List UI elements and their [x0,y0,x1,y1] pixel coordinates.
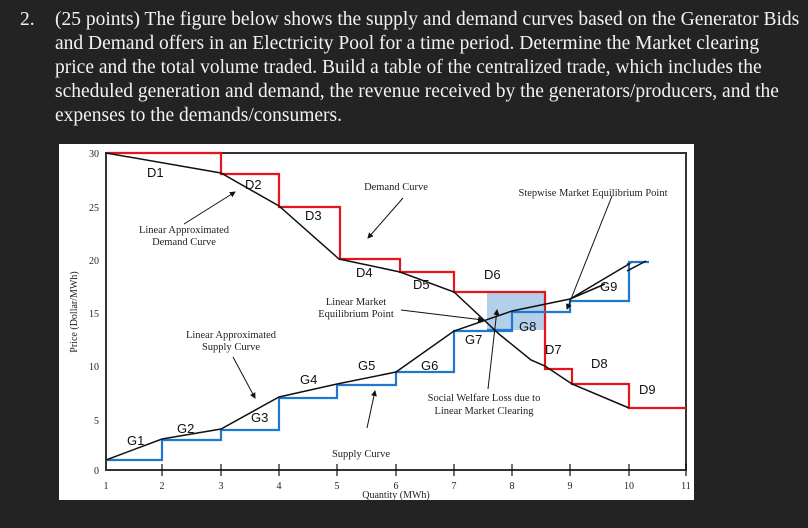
question-body: (25 points) The figure below shows the s… [55,9,800,126]
svg-text:11: 11 [681,481,691,492]
svg-text:7: 7 [452,481,457,492]
svg-text:G2: G2 [177,421,194,436]
svg-text:25: 25 [89,203,99,214]
svg-text:10: 10 [89,362,99,373]
x-axis-ticks: 1 2 3 4 5 6 7 8 9 10 11 [104,481,691,492]
arrow-linear-eq [400,309,484,323]
x-axis-label: Quantity (MWh) [362,490,430,500]
svg-text:G1: G1 [127,433,144,448]
svg-text:Demand Curve: Demand Curve [364,182,428,193]
svg-text:Linear Market: Linear Market [326,297,386,308]
svg-text:G4: G4 [300,372,317,387]
svg-text:D3: D3 [305,208,322,223]
arrow-welfare-loss [487,309,500,390]
chart-annotations: Linear Approximated Demand Curve Demand … [139,182,668,460]
question-number: 2. [20,9,35,30]
svg-text:Linear Market Clearing: Linear Market Clearing [434,406,534,417]
svg-text:G8: G8 [519,319,536,334]
svg-text:3: 3 [219,481,224,492]
svg-text:Demand Curve: Demand Curve [152,237,216,248]
svg-text:D6: D6 [484,267,501,282]
svg-text:4: 4 [277,481,282,492]
svg-text:Linear Approximated: Linear Approximated [186,330,277,341]
svg-text:D5: D5 [413,277,430,292]
svg-text:1: 1 [104,481,109,492]
svg-text:2: 2 [160,481,165,492]
svg-text:D9: D9 [639,382,656,397]
linear-supply-curve [105,263,632,461]
svg-text:Supply Curve: Supply Curve [202,342,260,353]
svg-text:8: 8 [510,481,515,492]
svg-text:D7: D7 [545,342,562,357]
svg-text:Supply Curve: Supply Curve [332,449,390,460]
svg-text:G7: G7 [465,332,482,347]
arrow-linear-supply [232,356,256,399]
svg-text:6: 6 [394,481,399,492]
svg-text:G5: G5 [358,358,375,373]
svg-text:G6: G6 [421,358,438,373]
linear-supply-end [626,260,647,272]
svg-text:10: 10 [624,481,634,492]
svg-text:0: 0 [94,466,99,477]
linear-demand-curve [105,152,630,409]
svg-text:G9: G9 [600,279,617,294]
supply-demand-figure: 30 25 20 15 10 5 0 Price (Dollar/MWh) 1 … [59,144,694,501]
svg-text:20: 20 [89,256,99,267]
svg-text:5: 5 [94,416,99,427]
svg-text:D4: D4 [356,265,373,280]
svg-text:30: 30 [89,149,99,160]
demand-step-curve [106,151,686,410]
svg-text:15: 15 [89,309,99,320]
arrow-linear-demand [183,191,236,225]
arrow-stepwise-eq [566,195,613,310]
svg-text:Stepwise Market Equilibrium Po: Stepwise Market Equilibrium Point [518,188,667,199]
supply-demand-chart: 30 25 20 15 10 5 0 Price (Dollar/MWh) 1 … [69,149,691,501]
svg-text:Social Welfare Loss due to: Social Welfare Loss due to [428,393,541,404]
y-axis-label: Price (Dollar/MWh) [69,271,80,352]
demand-labels: D1 D2 D3 D4 D5 D6 D7 D8 D9 [147,165,656,397]
question-text: 2. (25 points) The figure below shows th… [20,8,800,128]
linear-supply-tail [569,283,606,300]
x-axis-tick-marks [161,464,687,476]
svg-text:D8: D8 [591,356,608,371]
y-axis-ticks: 30 25 20 15 10 5 0 [89,149,99,477]
svg-text:G3: G3 [251,410,268,425]
svg-text:D1: D1 [147,165,164,180]
svg-text:Linear Approximated: Linear Approximated [139,225,230,236]
arrow-demand-curve [367,197,404,239]
svg-text:9: 9 [568,481,573,492]
svg-text:D2: D2 [245,177,262,192]
arrow-supply-curve [366,390,377,429]
generator-labels: G1 G2 G3 G4 G5 G6 G7 G8 G9 [127,279,617,448]
svg-text:5: 5 [335,481,340,492]
svg-text:Equilibrium Point: Equilibrium Point [318,309,394,320]
